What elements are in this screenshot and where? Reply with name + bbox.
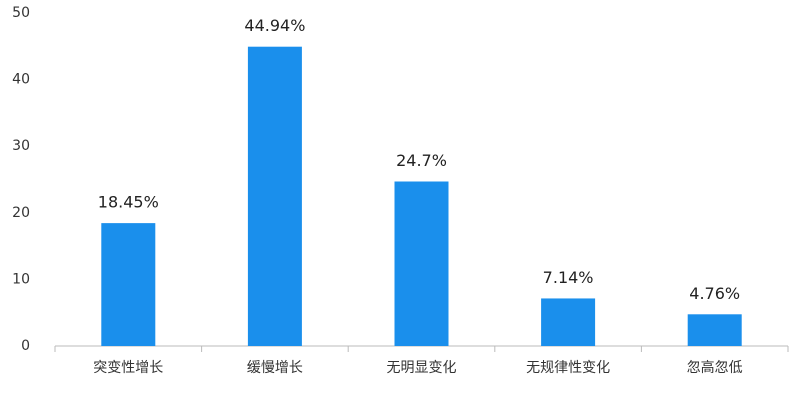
y-tick-label: 30 — [12, 138, 30, 154]
bar — [394, 181, 449, 346]
bar — [541, 298, 596, 346]
y-tick-label: 0 — [21, 338, 30, 354]
y-tick-label: 40 — [12, 72, 30, 88]
value-label: 4.76% — [689, 284, 740, 303]
y-tick-label: 50 — [12, 5, 30, 21]
value-label: 7.14% — [543, 268, 594, 287]
bar — [101, 223, 156, 346]
value-label: 24.7% — [396, 151, 447, 170]
x-tick-label: 无规律性变化 — [526, 360, 610, 376]
x-tick-label: 忽高忽低 — [687, 359, 743, 376]
value-label: 18.45% — [98, 193, 159, 212]
x-tick-label: 突变性增长 — [93, 360, 163, 376]
y-tick-label: 20 — [12, 205, 30, 221]
y-tick-label: 10 — [12, 271, 30, 287]
x-tick-label: 无明显变化 — [387, 360, 457, 376]
x-tick-label: 缓慢增长 — [247, 359, 303, 376]
value-label: 44.94% — [244, 16, 305, 35]
bar — [687, 314, 742, 346]
bar — [247, 46, 302, 347]
